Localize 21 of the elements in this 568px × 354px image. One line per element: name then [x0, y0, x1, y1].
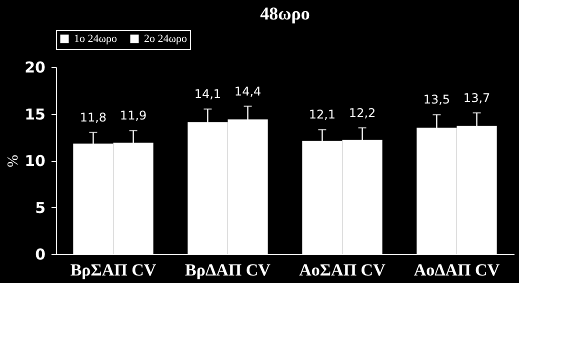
- y-tick-label: 15: [24, 105, 46, 124]
- y-axis-title: %: [6, 154, 22, 168]
- data-label: 13,7: [463, 90, 490, 105]
- x-tick-label: ΑοΔΑΠ CV: [414, 260, 500, 280]
- data-label: 12,2: [348, 106, 376, 120]
- data-label: 14,4: [234, 84, 262, 98]
- y-tick-label: 10: [24, 152, 46, 170]
- data-label: 14,1: [194, 87, 222, 102]
- data-label: 12,1: [308, 108, 336, 122]
- data-label: 11,8: [80, 110, 107, 124]
- y-tick-label: 0: [35, 246, 46, 264]
- data-label: 13,5: [423, 92, 450, 107]
- legend-label: 2ο 24ωρο: [144, 32, 188, 45]
- chart-title: 48ωρο: [260, 4, 310, 24]
- y-tick-label: 20: [24, 58, 46, 76]
- y-tick-label: 5: [35, 198, 46, 217]
- x-tick-label: ΒρΔΑΠ CV: [185, 260, 272, 280]
- x-tick-label: ΑοΣΑΠ CV: [299, 260, 386, 280]
- data-label: 11,9: [120, 108, 147, 123]
- x-tick-label: ΒρΣΑΠ CV: [70, 260, 157, 280]
- legend-label: 1ο 24ωρο: [74, 32, 118, 45]
